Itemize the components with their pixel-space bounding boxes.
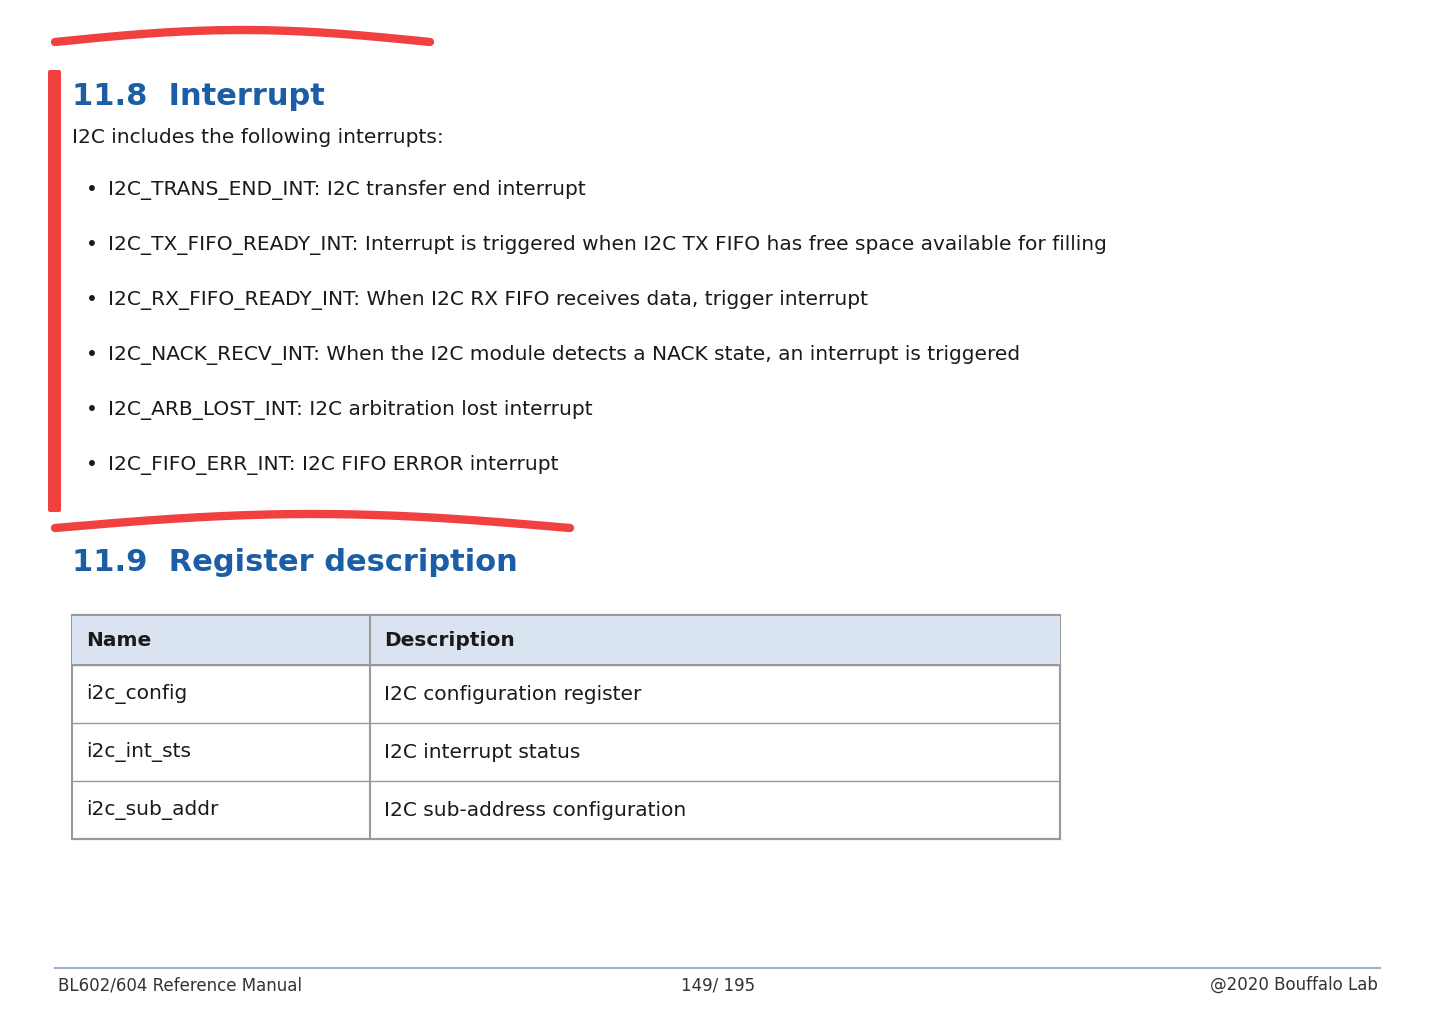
Text: •: • <box>86 455 98 474</box>
Text: I2C_FIFO_ERR_INT: I2C FIFO ERROR interrupt: I2C_FIFO_ERR_INT: I2C FIFO ERROR interru… <box>108 455 559 475</box>
Text: •: • <box>86 235 98 254</box>
Text: •: • <box>86 290 98 309</box>
Text: •: • <box>86 345 98 364</box>
Text: I2C includes the following interrupts:: I2C includes the following interrupts: <box>72 128 444 147</box>
Text: I2C_ARB_LOST_INT: I2C arbitration lost interrupt: I2C_ARB_LOST_INT: I2C arbitration lost i… <box>108 400 593 420</box>
Text: BL602/604 Reference Manual: BL602/604 Reference Manual <box>57 976 302 994</box>
Text: I2C configuration register: I2C configuration register <box>383 684 642 704</box>
Bar <box>72 615 1060 839</box>
Text: I2C sub-address configuration: I2C sub-address configuration <box>383 801 686 819</box>
Text: 149/ 195: 149/ 195 <box>681 976 755 994</box>
Text: I2C_TX_FIFO_READY_INT: Interrupt is triggered when I2C TX FIFO has free space av: I2C_TX_FIFO_READY_INT: Interrupt is trig… <box>108 235 1107 255</box>
Text: I2C_NACK_RECV_INT: When the I2C module detects a NACK state, an interrupt is tri: I2C_NACK_RECV_INT: When the I2C module d… <box>108 345 1020 365</box>
Text: @2020 Bouffalo Lab: @2020 Bouffalo Lab <box>1211 976 1379 994</box>
Text: i2c_sub_addr: i2c_sub_addr <box>86 800 218 820</box>
Text: •: • <box>86 400 98 419</box>
Text: 11.8  Interrupt: 11.8 Interrupt <box>72 82 325 112</box>
Text: I2C_RX_FIFO_READY_INT: When I2C RX FIFO receives data, trigger interrupt: I2C_RX_FIFO_READY_INT: When I2C RX FIFO … <box>108 290 867 310</box>
Text: i2c_config: i2c_config <box>86 684 187 704</box>
Text: I2C interrupt status: I2C interrupt status <box>383 743 580 761</box>
Text: 11.9  Register description: 11.9 Register description <box>72 548 518 577</box>
Text: Name: Name <box>86 630 151 650</box>
Text: Description: Description <box>383 630 514 650</box>
FancyBboxPatch shape <box>47 70 60 512</box>
Text: •: • <box>86 180 98 199</box>
Bar <box>72 615 1060 665</box>
Text: I2C_TRANS_END_INT: I2C transfer end interrupt: I2C_TRANS_END_INT: I2C transfer end inte… <box>108 180 586 201</box>
Text: i2c_int_sts: i2c_int_sts <box>86 742 191 762</box>
